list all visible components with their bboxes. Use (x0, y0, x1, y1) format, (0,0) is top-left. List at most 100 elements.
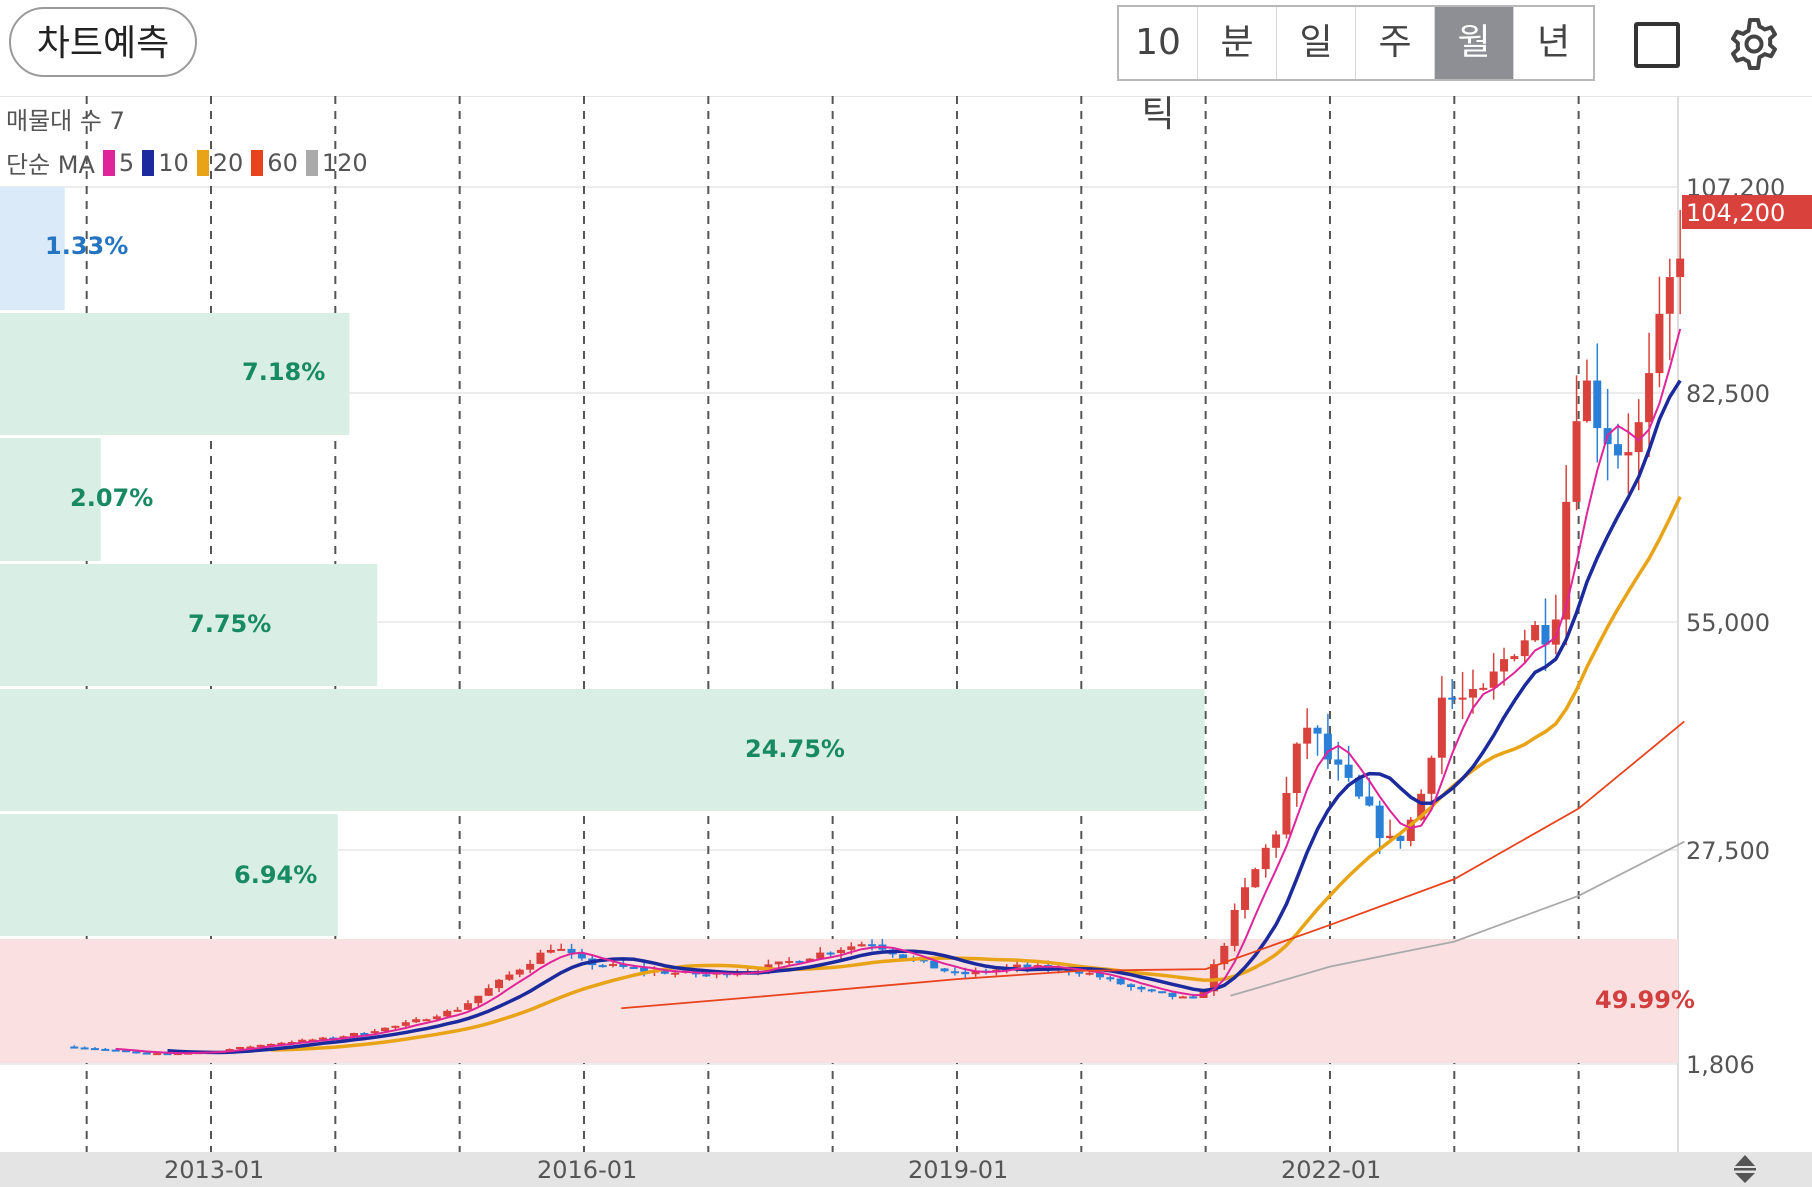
candle-body (1251, 869, 1260, 888)
candle-body (940, 968, 949, 972)
candle-body (1489, 671, 1498, 688)
candle-body (1116, 978, 1125, 985)
candle-body (526, 963, 535, 970)
period-tab[interactable]: 분 (1198, 7, 1277, 79)
candle-body (349, 1032, 358, 1037)
candle-body (318, 1037, 327, 1040)
candle-body (598, 965, 607, 968)
candle-body (1427, 757, 1436, 794)
candle-body (899, 954, 908, 959)
candle-body (1075, 971, 1084, 974)
candle-body (1085, 972, 1094, 975)
candle-body (484, 988, 493, 996)
ma-swatch (305, 149, 318, 176)
candle-body (474, 995, 483, 1004)
candle-body (256, 1044, 265, 1047)
candle-body (1292, 743, 1301, 794)
candle-body (1655, 313, 1664, 374)
period-tab[interactable]: 주 (1356, 7, 1435, 79)
candle-body (1386, 835, 1395, 839)
candle-body (463, 1003, 472, 1010)
candle-body (1013, 964, 1022, 968)
volume-profile-label: 1.33% (45, 232, 128, 260)
period-tab[interactable]: 10틱 (1119, 7, 1198, 135)
volume-profile-bar (0, 438, 101, 561)
candle-body (577, 953, 586, 959)
volume-profile-label: 24.75% (745, 735, 845, 763)
ma-swatch (251, 149, 264, 176)
candle-body (142, 1052, 151, 1055)
candle-body (287, 1042, 296, 1045)
candle-body (370, 1031, 379, 1034)
y-tick-label: 82,500 (1686, 380, 1770, 408)
candle-body (163, 1053, 172, 1056)
candle-body (826, 952, 835, 955)
ma-line-5 (115, 328, 1682, 1055)
period-tab[interactable]: 일 (1277, 7, 1356, 79)
candle-body (1531, 625, 1540, 641)
ma-period-label: 10 (158, 148, 189, 177)
candle-body (1479, 687, 1488, 690)
candle-body (1551, 619, 1560, 645)
ma-swatch (196, 149, 209, 176)
candle-body (1562, 501, 1571, 620)
candle-body (246, 1046, 255, 1049)
candle-body (774, 961, 783, 965)
candle-body (836, 949, 845, 954)
volume-profile-label: 49.99% (1595, 986, 1695, 1014)
candle-body (1230, 909, 1239, 946)
y-tick-label: 1,806 (1686, 1051, 1755, 1079)
volume-profile-bar (0, 689, 1205, 811)
period-tab[interactable]: 년 (1536, 22, 1571, 63)
candle-body (1282, 793, 1291, 835)
x-axis-strip[interactable] (0, 1152, 1812, 1187)
x-tick-label: 2016-01 (537, 1156, 638, 1184)
volume-profile-count-label: 매물대 수 7 (6, 107, 125, 135)
candle-body (629, 966, 638, 969)
candle-body (1095, 972, 1104, 978)
candle-body (225, 1049, 234, 1052)
candle-body (453, 1009, 462, 1012)
candle-body (868, 944, 877, 947)
scroll-updown-icon[interactable] (1730, 1153, 1760, 1185)
price-chart[interactable]: 1.33%7.18%2.07%7.75%24.75%6.94%49.99%107… (0, 96, 1812, 1152)
candle-body (267, 1043, 276, 1046)
volume-profile-label: 2.07% (70, 484, 153, 512)
y-tick-label: 27,500 (1686, 837, 1770, 865)
candle-body (950, 971, 959, 974)
volume-profile-bar (0, 939, 1678, 1063)
candle-body (1665, 277, 1674, 314)
candle-body (515, 969, 524, 975)
candle-body (1220, 945, 1229, 965)
candle-body (1158, 991, 1167, 994)
candle-body (546, 949, 555, 953)
candle-body (505, 974, 514, 980)
chart-predict-button[interactable]: 차트예측 (9, 7, 197, 77)
period-tab[interactable]: 월 (1435, 7, 1514, 79)
volume-profile-bar (0, 313, 350, 435)
candle-body (1582, 380, 1591, 422)
candle-body (609, 963, 618, 966)
candle-body (557, 948, 566, 951)
candle-body (1676, 258, 1685, 278)
candle-body (930, 960, 939, 969)
x-tick-label: 2022-01 (1281, 1156, 1382, 1184)
candle-body (443, 1010, 452, 1017)
candle-body (1137, 986, 1146, 990)
candle-body (401, 1022, 410, 1026)
candle-body (1189, 996, 1198, 999)
ma-line-120 (1230, 840, 1685, 997)
candle-body (1303, 727, 1312, 744)
candle-body (785, 960, 794, 963)
ma-swatch (142, 149, 155, 176)
candle-body (111, 1049, 120, 1052)
current-price-tag (1682, 195, 1812, 230)
gear-icon[interactable] (1726, 16, 1782, 72)
candle-body (360, 1032, 369, 1035)
candle-body (277, 1042, 286, 1045)
candle-body (1272, 834, 1281, 848)
candle-body (153, 1053, 162, 1056)
candle-body (1500, 659, 1509, 672)
square-icon[interactable] (1634, 22, 1680, 68)
candle-body (298, 1039, 307, 1043)
